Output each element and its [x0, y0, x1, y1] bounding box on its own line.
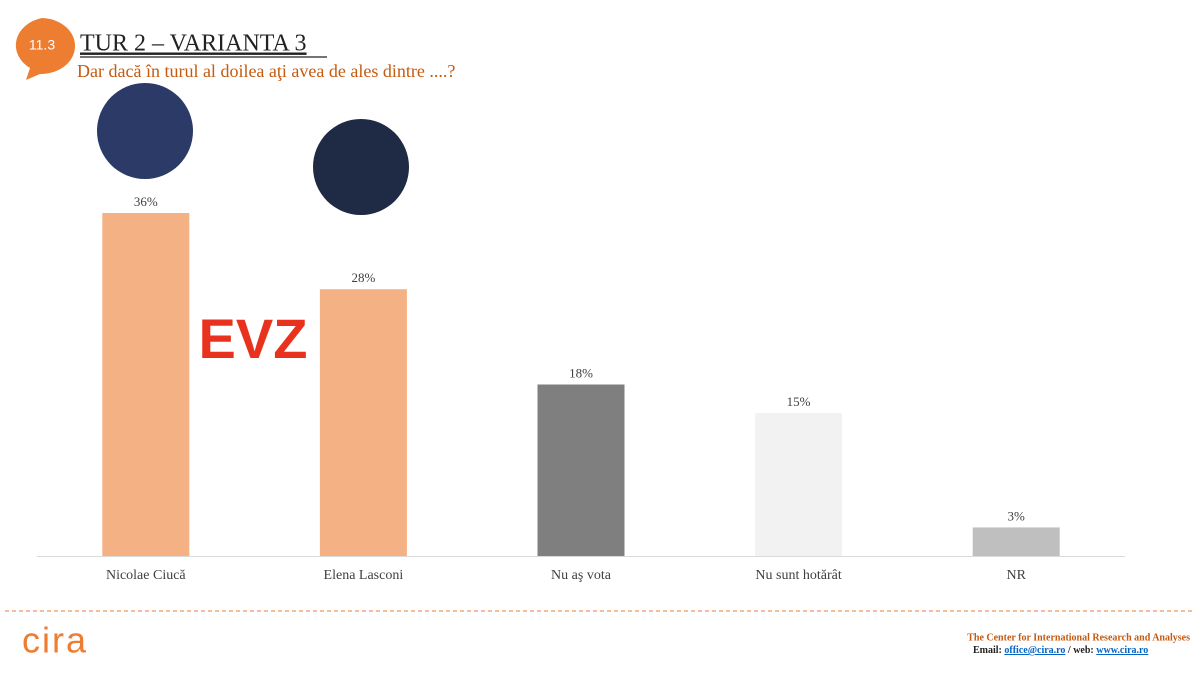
- value-label: 3%: [1008, 508, 1026, 523]
- bar: [972, 527, 1060, 556]
- candidate-photo: [313, 119, 409, 215]
- footer-contact: Email: office@cira.ro / web: www.cira.ro: [973, 645, 1148, 656]
- value-label: 18%: [569, 365, 593, 380]
- chart-title: TUR 2 – VARIANTA 3: [80, 31, 307, 57]
- web-label: / web:: [1067, 645, 1094, 656]
- x-tick-label: Elena Lasconi: [324, 568, 404, 583]
- bar: [102, 213, 190, 556]
- value-label: 36%: [134, 194, 158, 209]
- x-tick-label: Nicolae Ciucă: [106, 568, 186, 583]
- value-label: 28%: [351, 270, 375, 285]
- bar: [319, 289, 407, 556]
- badge-bubble: [15, 18, 76, 80]
- x-tick-label: Nu sunt hotărât: [755, 568, 841, 583]
- x-tick-label: Nu aş vota: [551, 568, 612, 583]
- watermark: EVZ: [199, 307, 308, 370]
- web-link[interactable]: www.cira.ro: [1096, 645, 1148, 656]
- email-link[interactable]: office@cira.ro: [1004, 645, 1065, 656]
- value-label: 15%: [787, 394, 811, 409]
- email-label: Email:: [973, 645, 1002, 656]
- candidate-photo: [97, 83, 193, 179]
- logo: cira: [22, 620, 88, 661]
- bar: [755, 413, 843, 556]
- x-tick-label: NR: [1006, 568, 1026, 583]
- footer-org: The Center for International Research an…: [967, 632, 1190, 643]
- chart-subtitle: Dar dacă în turul al doilea aţi avea de …: [77, 61, 455, 81]
- badge-label: 11.3: [29, 37, 55, 53]
- bar: [537, 384, 625, 556]
